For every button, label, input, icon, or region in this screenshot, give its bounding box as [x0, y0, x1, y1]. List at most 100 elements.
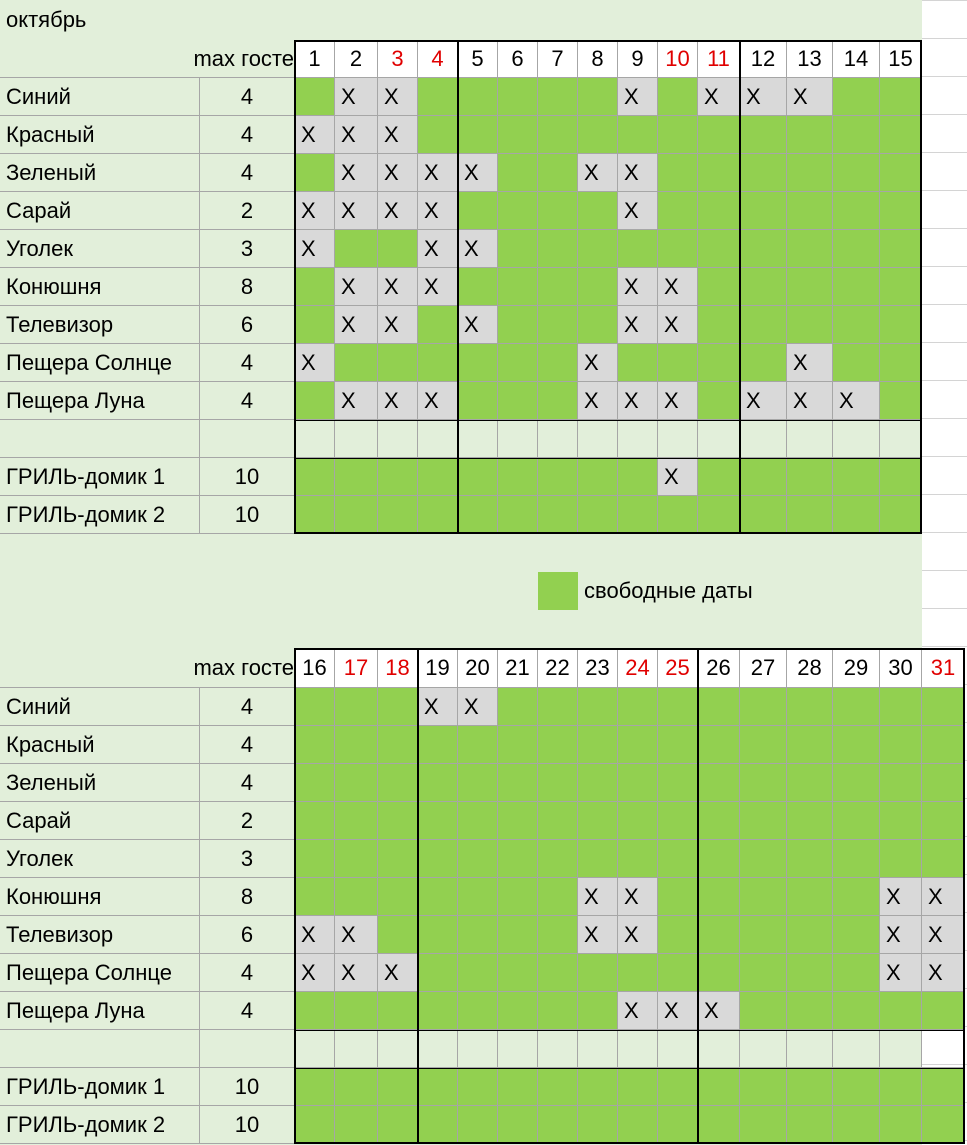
free-cell	[335, 1106, 378, 1144]
free-cell	[578, 1106, 618, 1144]
free-cell	[538, 1106, 578, 1144]
free-cell	[295, 802, 335, 840]
free-cell	[538, 78, 578, 116]
spacer	[295, 1030, 335, 1068]
free-cell	[498, 192, 538, 230]
free-cell	[418, 458, 458, 496]
room-name: ГРИЛЬ-домик 1	[0, 1068, 200, 1106]
spacer	[880, 420, 922, 458]
free-cell	[578, 802, 618, 840]
booked-cell: X	[658, 458, 698, 496]
room-name: Пещера Солнце	[0, 344, 200, 382]
legend-swatch	[538, 572, 578, 610]
free-cell	[658, 688, 698, 726]
free-cell	[833, 916, 880, 954]
free-cell	[378, 916, 418, 954]
free-cell	[618, 1106, 658, 1144]
spacer	[658, 420, 698, 458]
booked-cell: X	[922, 954, 965, 992]
free-cell	[833, 496, 880, 534]
booked-cell: X	[295, 954, 335, 992]
free-cell	[578, 954, 618, 992]
booked-cell: X	[740, 78, 787, 116]
free-cell	[418, 992, 458, 1030]
free-cell	[658, 954, 698, 992]
free-cell	[740, 878, 787, 916]
room-name: Конюшня	[0, 878, 200, 916]
booked-cell: X	[295, 192, 335, 230]
free-cell	[658, 1068, 698, 1106]
spacer	[922, 1030, 965, 1068]
booked-cell: X	[787, 344, 833, 382]
room-name: Пещера Солнце	[0, 954, 200, 992]
free-cell	[740, 230, 787, 268]
free-cell	[498, 916, 538, 954]
free-cell	[295, 382, 335, 420]
free-cell	[618, 764, 658, 802]
free-cell	[833, 688, 880, 726]
free-cell	[787, 230, 833, 268]
free-cell	[698, 688, 740, 726]
free-cell	[922, 992, 965, 1030]
booked-cell: X	[418, 382, 458, 420]
room-name: Красный	[0, 116, 200, 154]
day-header: 12	[740, 40, 787, 78]
free-cell	[538, 916, 578, 954]
free-cell	[740, 802, 787, 840]
free-cell	[833, 116, 880, 154]
max-guests: 10	[200, 496, 295, 534]
free-cell	[458, 878, 498, 916]
free-cell	[698, 192, 740, 230]
thick-border	[294, 648, 296, 1144]
free-cell	[418, 1068, 458, 1106]
day-header: 7	[538, 40, 578, 78]
room-name: Красный	[0, 726, 200, 764]
booked-cell: X	[295, 916, 335, 954]
thick-border	[295, 1068, 965, 1069]
free-cell	[498, 78, 538, 116]
day-header: 19	[418, 648, 458, 688]
free-cell	[833, 878, 880, 916]
free-cell	[578, 78, 618, 116]
booked-cell: X	[618, 992, 658, 1030]
day-header: 5	[458, 40, 498, 78]
free-cell	[335, 1068, 378, 1106]
free-cell	[335, 344, 378, 382]
free-cell	[295, 268, 335, 306]
free-cell	[787, 268, 833, 306]
free-cell	[538, 1068, 578, 1106]
free-cell	[740, 192, 787, 230]
free-cell	[880, 306, 922, 344]
free-cell	[498, 116, 538, 154]
free-cell	[418, 878, 458, 916]
free-cell	[458, 954, 498, 992]
free-cell	[787, 1068, 833, 1106]
day-header: 30	[880, 648, 922, 688]
free-cell	[335, 878, 378, 916]
free-cell	[538, 458, 578, 496]
free-cell	[498, 1106, 538, 1144]
room-name: Синий	[0, 688, 200, 726]
free-cell	[740, 344, 787, 382]
free-cell	[880, 1068, 922, 1106]
booked-cell: X	[618, 382, 658, 420]
free-cell	[418, 496, 458, 534]
day-header: 17	[335, 648, 378, 688]
free-cell	[538, 344, 578, 382]
booked-cell: X	[378, 192, 418, 230]
max-guests: 4	[200, 116, 295, 154]
max-guests: 3	[200, 230, 295, 268]
free-cell	[922, 726, 965, 764]
free-cell	[880, 688, 922, 726]
thick-border	[963, 648, 965, 1144]
booked-cell: X	[458, 688, 498, 726]
booked-cell: X	[578, 878, 618, 916]
booked-cell: X	[658, 992, 698, 1030]
free-cell	[458, 1068, 498, 1106]
booked-cell: X	[618, 268, 658, 306]
booked-cell: X	[740, 382, 787, 420]
free-cell	[418, 954, 458, 992]
free-cell	[498, 1068, 538, 1106]
free-cell	[578, 496, 618, 534]
free-cell	[922, 764, 965, 802]
